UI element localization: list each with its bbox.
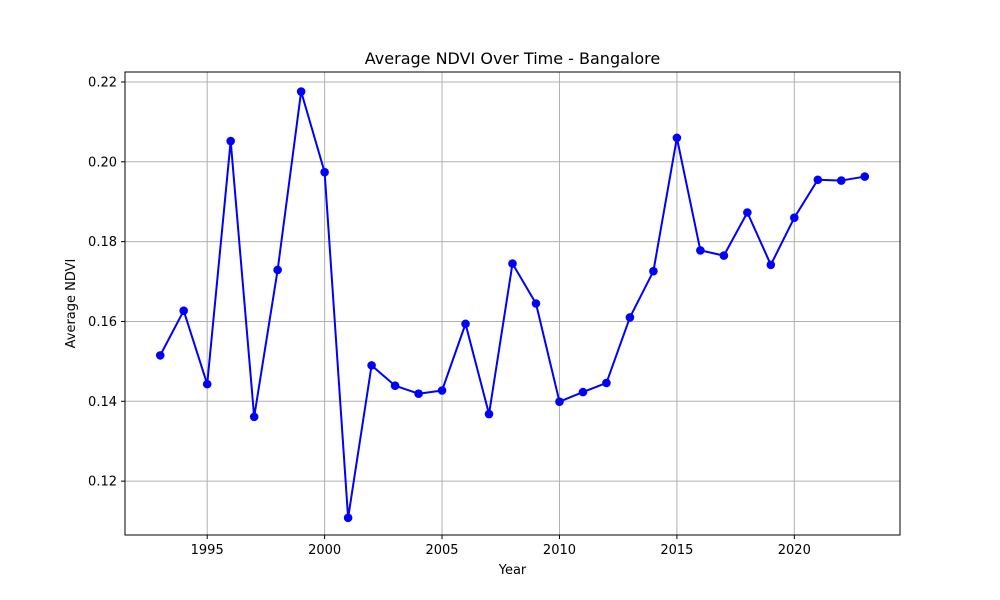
data-point	[836, 176, 846, 185]
x-tick-label: 2020	[778, 543, 811, 558]
data-point	[461, 319, 470, 329]
data-point	[531, 299, 541, 308]
data-point	[696, 246, 705, 255]
x-tick-label: 2005	[425, 543, 458, 558]
data-point	[625, 313, 635, 322]
data-point	[249, 412, 259, 422]
y-axis-ticks: 0.12 0.14 0.16 0.18 0.20 0.22	[88, 75, 125, 490]
y-tick-label: 0.22	[88, 75, 117, 90]
y-tick-label: 0.12	[88, 475, 117, 490]
data-point	[202, 379, 212, 389]
data-point	[790, 213, 799, 222]
data-point	[343, 513, 353, 523]
y-tick-label: 0.14	[88, 395, 117, 410]
data-point	[649, 266, 658, 276]
data-point	[813, 175, 823, 185]
x-tick-label: 2000	[308, 543, 341, 558]
data-point	[390, 381, 400, 391]
x-axis-ticks: 1995 2000 2005 2010 2015 2020	[191, 535, 811, 558]
x-tick-label: 1995	[191, 543, 224, 558]
chart-title: Average NDVI Over Time - Bangalore	[365, 49, 660, 68]
data-point	[155, 351, 165, 360]
data-point	[672, 133, 682, 143]
data-point	[766, 260, 776, 270]
y-tick-label: 0.18	[88, 235, 117, 250]
data-series	[155, 87, 870, 523]
data-point	[320, 167, 329, 177]
plot-area-frame	[124, 71, 901, 536]
data-point	[179, 306, 189, 315]
data-point	[555, 397, 564, 406]
data-point	[743, 208, 752, 217]
x-tick-label: 2010	[543, 543, 576, 558]
y-tick-label: 0.20	[88, 155, 117, 170]
data-point	[273, 265, 282, 275]
series-line	[159, 90, 865, 519]
y-tick-label: 0.16	[88, 315, 117, 330]
data-point	[860, 172, 870, 181]
data-point	[484, 409, 494, 419]
grid	[125, 72, 900, 535]
x-tick-label: 2015	[660, 543, 693, 558]
data-point	[226, 136, 235, 146]
data-point	[296, 87, 306, 96]
y-axis-label: Average NDVI	[64, 259, 79, 349]
data-point	[578, 387, 588, 397]
data-point	[437, 386, 447, 395]
data-point	[602, 378, 611, 388]
data-point	[719, 251, 729, 260]
x-axis-label: Year	[498, 563, 527, 578]
data-point	[508, 259, 517, 268]
data-point	[414, 389, 423, 399]
data-point	[367, 361, 376, 370]
